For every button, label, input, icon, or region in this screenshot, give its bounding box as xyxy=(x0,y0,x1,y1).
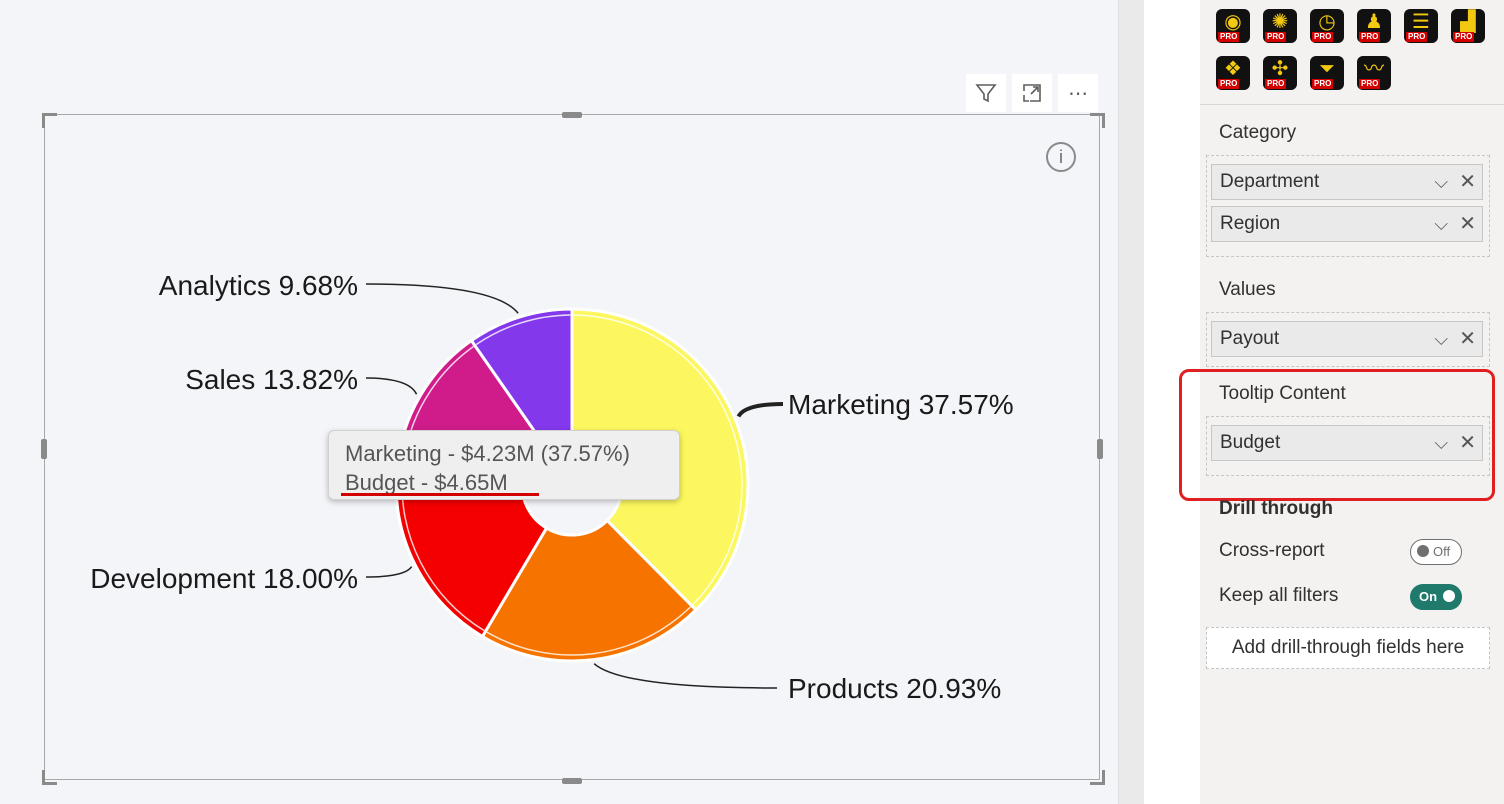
pro-badge: PRO xyxy=(1265,79,1287,89)
pro-badge: PRO xyxy=(1359,32,1381,42)
category-label: Category xyxy=(1219,122,1297,143)
funnel-chart-icon[interactable]: ⏷ PRO xyxy=(1310,56,1344,90)
slice-rim xyxy=(573,314,743,606)
annotation-underline xyxy=(341,493,539,496)
remove-icon[interactable]: ✕ xyxy=(1459,171,1476,193)
resize-handle-top-right[interactable] xyxy=(1090,113,1105,128)
pane-divider xyxy=(1200,104,1504,105)
icon-glyph: ◉ xyxy=(1224,11,1242,33)
remove-icon[interactable]: ✕ xyxy=(1459,432,1476,454)
keep-filters-toggle[interactable]: On xyxy=(1410,584,1462,610)
field-label: Department xyxy=(1220,171,1320,192)
pro-badge: PRO xyxy=(1359,79,1381,89)
icon-glyph: ❖ xyxy=(1224,58,1242,80)
slice-rim xyxy=(475,314,571,346)
radial-gauge-icon[interactable]: ◉ PRO xyxy=(1216,9,1250,43)
bubble-chart-icon[interactable]: ❖ PRO xyxy=(1216,56,1250,90)
toggle-knob xyxy=(1443,590,1455,602)
icon-glyph: ⏷ xyxy=(1319,58,1335,80)
data-label-products: Products 20.93% xyxy=(788,673,1001,704)
leader-line-analytics xyxy=(365,283,519,314)
chevron-down-icon[interactable]: ⌵ xyxy=(1434,172,1448,192)
pro-badge: PRO xyxy=(1218,79,1240,89)
chevron-down-icon[interactable]: ⌵ xyxy=(1434,329,1448,349)
sunburst-icon[interactable]: ✺ PRO xyxy=(1263,9,1297,43)
resize-handle-top[interactable] xyxy=(562,112,582,118)
icon-glyph: ▟ xyxy=(1460,11,1476,33)
leader-line-development xyxy=(365,566,413,578)
category-field-region[interactable]: Region ⌵ ✕ xyxy=(1211,206,1483,242)
remove-icon[interactable]: ✕ xyxy=(1459,328,1476,350)
icon-glyph: ♟ xyxy=(1365,11,1383,33)
toggle-state: Off xyxy=(1433,544,1451,559)
toggle-state: On xyxy=(1419,589,1438,604)
clock-icon[interactable]: ◷ PRO xyxy=(1310,9,1344,43)
donut-chart: Marketing 37.57% Products 20.93% Developme… xyxy=(90,270,1014,704)
tooltip-content-label: Tooltip Content xyxy=(1219,383,1346,404)
data-label-sales: Sales 13.82% xyxy=(185,364,358,395)
field-label: Region xyxy=(1220,213,1281,234)
field-label: Payout xyxy=(1220,328,1280,349)
tooltip-budget-line: Budget - $4.65M xyxy=(345,470,508,495)
slice-rim xyxy=(486,606,691,656)
cross-report-label: Cross-report xyxy=(1219,540,1325,561)
pro-badge: PRO xyxy=(1453,32,1475,42)
pro-badge: PRO xyxy=(1218,32,1240,42)
more-options-icon[interactable]: ⋯ xyxy=(1058,74,1098,112)
tooltip-value-line: Marketing - $4.23M (37.57%) xyxy=(345,441,630,466)
drill-through-label: Drill through xyxy=(1219,498,1333,519)
leader-line-sales xyxy=(365,377,418,395)
data-label-marketing: Marketing 37.57% xyxy=(788,389,1014,420)
pro-badge: PRO xyxy=(1312,32,1334,42)
chart-tooltip: Marketing - $4.23M (37.57%) Budget - $4.… xyxy=(328,430,680,500)
chevron-down-icon[interactable]: ⌵ xyxy=(1434,433,1448,453)
area-chart-icon[interactable]: 〰 PRO xyxy=(1357,56,1391,90)
data-label-development: Development 18.00% xyxy=(90,563,358,594)
icon-glyph: ☰ xyxy=(1412,11,1430,33)
canvas-scroll-gutter xyxy=(1118,0,1145,804)
resize-handle-right[interactable] xyxy=(1097,439,1103,459)
filter-icon[interactable] xyxy=(966,74,1006,112)
resize-handle-bottom[interactable] xyxy=(562,778,582,784)
visualizations-pane xyxy=(1200,0,1504,804)
leader-line-marketing xyxy=(736,402,784,418)
pro-badge: PRO xyxy=(1312,79,1334,89)
icon-glyph: ✣ xyxy=(1271,58,1289,80)
keep-filters-label: Keep all filters xyxy=(1219,585,1339,606)
network-chart-icon[interactable]: ✣ PRO xyxy=(1263,56,1297,90)
icon-glyph: ✺ xyxy=(1271,11,1289,33)
values-label: Values xyxy=(1219,279,1276,300)
focus-mode-icon[interactable] xyxy=(1012,74,1052,112)
pro-badge: PRO xyxy=(1406,32,1428,42)
category-field-department[interactable]: Department ⌵ ✕ xyxy=(1211,164,1483,200)
step-chart-icon[interactable]: ▟ PRO xyxy=(1451,9,1485,43)
cross-report-toggle[interactable]: Off xyxy=(1410,539,1462,565)
add-drill-through-field[interactable]: Add drill-through fields here xyxy=(1206,627,1490,669)
flow-chart-icon[interactable]: ☰ PRO xyxy=(1404,9,1438,43)
pro-badge: PRO xyxy=(1265,32,1287,42)
leader-line-products xyxy=(593,663,778,689)
slice-products[interactable] xyxy=(480,518,699,663)
resize-handle-bottom-right[interactable] xyxy=(1090,770,1105,785)
field-label: Budget xyxy=(1220,432,1281,453)
toggle-knob xyxy=(1417,545,1429,557)
chevron-down-icon[interactable]: ⌵ xyxy=(1434,214,1448,234)
resize-handle-bottom-left[interactable] xyxy=(42,770,57,785)
pane-separator xyxy=(1144,0,1201,804)
people-chart-icon[interactable]: ♟ PRO xyxy=(1357,9,1391,43)
icon-glyph: 〰 xyxy=(1364,58,1384,80)
data-label-analytics: Analytics 9.68% xyxy=(159,270,358,301)
resize-handle-left[interactable] xyxy=(41,439,47,459)
icon-glyph: ◷ xyxy=(1318,11,1336,33)
values-field-payout[interactable]: Payout ⌵ ✕ xyxy=(1211,321,1483,357)
info-icon[interactable]: i xyxy=(1046,142,1076,172)
resize-handle-top-left[interactable] xyxy=(42,113,57,128)
tooltip-field-budget[interactable]: Budget ⌵ ✕ xyxy=(1211,425,1483,461)
remove-icon[interactable]: ✕ xyxy=(1459,213,1476,235)
annotation-highlight-box xyxy=(1179,369,1495,501)
